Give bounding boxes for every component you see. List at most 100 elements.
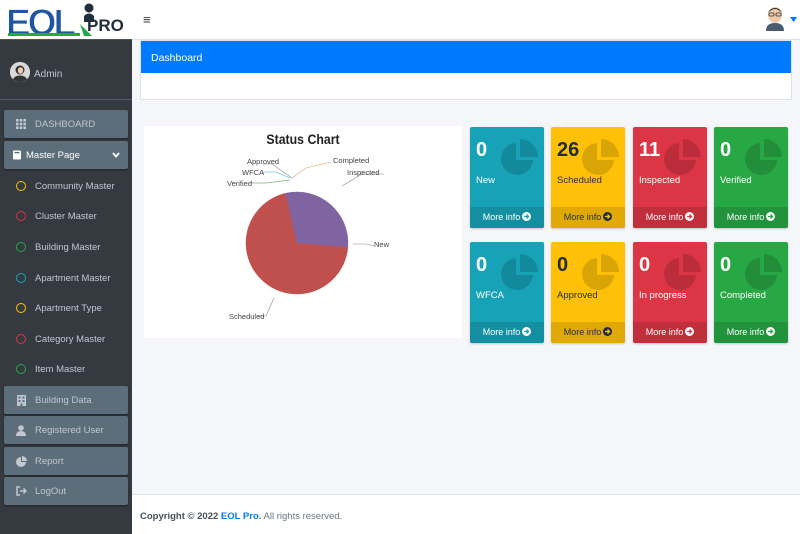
pie-slice-inspected xyxy=(285,191,349,248)
sidebar-item-apartment-type[interactable]: Apartment Type xyxy=(4,294,128,322)
sidebar-item-cluster-master[interactable]: Cluster Master xyxy=(4,202,128,230)
stat-value: 0 xyxy=(720,254,732,276)
pie-slice-scheduled xyxy=(245,192,349,295)
leader-line-inspected xyxy=(341,173,384,187)
pie-label-approved: Approved xyxy=(247,157,279,166)
arrow-circle-right-icon xyxy=(685,212,695,221)
eol-pro-logo: EOL PRO xyxy=(6,2,130,44)
sidebar-item-label: Cluster Master xyxy=(35,210,97,222)
brand-logo[interactable]: EOL PRO xyxy=(0,0,132,44)
book-icon xyxy=(10,150,24,160)
copyright-text: Copyright © 2022 EOL Pro. All rights res… xyxy=(140,511,343,522)
more-info-link[interactable]: More info xyxy=(470,207,544,228)
chart-pie-icon xyxy=(744,254,782,295)
sidebar-item-label: DASHBOARD xyxy=(35,118,96,130)
page-footer: Copyright © 2022 EOL Pro. All rights res… xyxy=(132,494,800,534)
sidebar-item-registered-user[interactable]: Registered User xyxy=(4,416,128,444)
arrow-circle-right-icon xyxy=(522,327,532,336)
footer-brand-link[interactable]: EOL Pro. xyxy=(220,511,262,522)
user-panel: Admin xyxy=(0,40,132,100)
logo-letters: EOL xyxy=(6,2,75,40)
sidebar-item-building-data[interactable]: Building Data xyxy=(4,386,128,414)
arrow-circle-right-icon xyxy=(766,212,776,221)
chart-pie-icon xyxy=(581,139,619,180)
sidebar-item-label: Community Master xyxy=(35,180,115,192)
sidebar-item-label: Apartment Type xyxy=(35,302,102,314)
logo-suffix: PRO xyxy=(87,16,124,35)
more-info-link[interactable]: More info xyxy=(633,322,707,343)
more-info-link[interactable]: More info xyxy=(551,322,625,343)
leader-line-approved xyxy=(262,163,293,179)
sidebar-item-apartment-master[interactable]: Apartment Master xyxy=(4,264,128,292)
arrow-circle-right-icon xyxy=(766,327,776,336)
stat-box-wfca: 0 WFCA More info xyxy=(470,242,544,343)
page-title: Dashboard xyxy=(141,41,791,73)
sidebar-item-label: Category Master xyxy=(35,333,106,345)
chart-pie-icon xyxy=(744,139,782,180)
chart-pie-icon xyxy=(663,139,701,180)
sidebar-item-building-master[interactable]: Building Master xyxy=(4,233,128,261)
chart-pie-icon xyxy=(14,455,28,467)
sidebar-item-dashboard[interactable]: DASHBOARD xyxy=(4,110,128,138)
user-name[interactable]: Admin xyxy=(34,69,63,80)
sidebar-item-item-master[interactable]: Item Master xyxy=(4,355,128,383)
user-icon xyxy=(14,424,28,436)
stat-value: 0 xyxy=(720,139,732,161)
stat-box-inspected: 11 Inspected More info xyxy=(633,127,707,228)
circle-icon xyxy=(14,181,28,191)
th-icon xyxy=(14,119,28,129)
chart-pie-icon xyxy=(663,254,701,295)
sidebar-item-label: LogOut xyxy=(35,485,67,497)
circle-icon xyxy=(14,364,28,374)
stat-label: Completed xyxy=(720,290,766,301)
circle-icon xyxy=(14,242,28,252)
sidebar-item-label: Item Master xyxy=(35,363,86,375)
sidebar: EOL PRO Admin DASHBOARD Mast xyxy=(0,0,132,534)
sign-out-icon xyxy=(14,486,28,496)
caret-down-icon[interactable] xyxy=(790,14,797,25)
more-info-link[interactable]: More info xyxy=(714,322,788,343)
more-info-link[interactable]: More info xyxy=(633,207,707,228)
navbar-user-avatar[interactable] xyxy=(764,5,786,31)
sidebar-item-master-page[interactable]: Master Page xyxy=(4,141,128,169)
building-icon xyxy=(14,394,28,406)
leader-line-scheduled xyxy=(258,297,275,317)
chart-pie-icon xyxy=(500,139,538,180)
user-avatar[interactable] xyxy=(10,62,30,82)
stat-label: Approved xyxy=(557,290,598,301)
circle-icon xyxy=(14,273,28,283)
stat-value: 0 xyxy=(557,254,569,276)
pie-label-inspected: Inspected xyxy=(347,168,380,177)
stat-label: WFCA xyxy=(476,290,504,301)
arrow-circle-right-icon xyxy=(685,327,695,336)
top-navbar: ≡ xyxy=(132,0,800,40)
stat-value: 0 xyxy=(639,254,651,276)
chevron-down-icon xyxy=(112,150,120,161)
stat-box-in-progress: 0 In progress More info xyxy=(633,242,707,343)
more-info-link[interactable]: More info xyxy=(551,207,625,228)
sidebar-item-community-master[interactable]: Community Master xyxy=(4,172,128,200)
pie-label-wfca: WFCA xyxy=(242,168,264,177)
status-pie-chart: Approved Completed WFCA Inspected Verifi… xyxy=(227,156,390,321)
sidebar-item-label: Registered User xyxy=(35,424,104,436)
sidebar-item-report[interactable]: Report xyxy=(4,447,128,475)
pie-label-verified: Verified xyxy=(227,179,252,188)
stat-box-verified: 0 Verified More info xyxy=(714,127,788,228)
status-chart: Status Chart Approved Completed WFCA Ins… xyxy=(144,126,462,338)
stat-label: New xyxy=(476,175,496,186)
leader-line-verified xyxy=(250,179,291,184)
sidebar-item-logout[interactable]: LogOut xyxy=(4,477,128,505)
sidebar-item-label: Building Master xyxy=(35,241,101,253)
sidebar-item-label: Building Data xyxy=(35,394,92,406)
stat-value: 26 xyxy=(557,139,580,161)
sidebar-item-category-master[interactable]: Category Master xyxy=(4,325,128,353)
pie-label-scheduled: Scheduled xyxy=(229,312,264,321)
circle-icon xyxy=(14,211,28,221)
arrow-circle-right-icon xyxy=(522,212,532,221)
menu-toggle-icon[interactable]: ≡ xyxy=(143,12,151,27)
more-info-link[interactable]: More info xyxy=(470,322,544,343)
stat-value: 0 xyxy=(476,254,488,276)
stat-box-approved: 0 Approved More info xyxy=(551,242,625,343)
more-info-link[interactable]: More info xyxy=(714,207,788,228)
sidebar-item-label: Apartment Master xyxy=(35,272,111,284)
